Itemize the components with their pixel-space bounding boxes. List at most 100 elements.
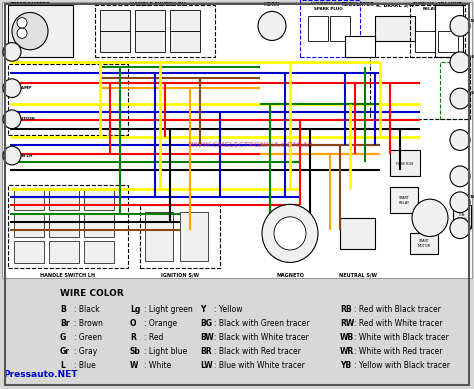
Polygon shape: [14, 189, 44, 210]
Circle shape: [274, 217, 306, 250]
Polygon shape: [340, 218, 375, 249]
Text: Lg: Lg: [130, 305, 140, 314]
Text: N: N: [427, 213, 434, 223]
Circle shape: [258, 11, 286, 40]
Text: : Orange: : Orange: [144, 319, 177, 328]
Circle shape: [450, 88, 470, 109]
Polygon shape: [345, 36, 375, 57]
Polygon shape: [453, 205, 471, 228]
Circle shape: [262, 204, 318, 263]
Text: : Gray: : Gray: [74, 347, 97, 356]
Text: : Light blue: : Light blue: [144, 347, 187, 356]
Polygon shape: [410, 233, 438, 254]
Polygon shape: [170, 31, 200, 52]
Text: : Yellow: : Yellow: [214, 305, 243, 314]
Polygon shape: [84, 189, 114, 210]
Circle shape: [12, 12, 48, 50]
Circle shape: [450, 166, 470, 187]
Text: FL. POSITION: FL. POSITION: [4, 117, 35, 121]
Text: START
RELAY: START RELAY: [399, 196, 410, 205]
Text: REGULATOR: REGULATOR: [342, 2, 374, 7]
Text: Pressauto.NET: Pressauto.NET: [3, 370, 78, 379]
Text: HEAD LAMP: HEAD LAMP: [4, 86, 31, 90]
Polygon shape: [435, 5, 463, 57]
Text: IGNITION S/W: IGNITION S/W: [161, 273, 199, 278]
Text: HORN: HORN: [264, 2, 280, 7]
Text: : Black: : Black: [74, 305, 100, 314]
Text: W: W: [130, 361, 138, 370]
Text: : Blue: : Blue: [74, 361, 96, 370]
Circle shape: [450, 218, 470, 238]
Polygon shape: [375, 16, 415, 42]
Circle shape: [17, 18, 27, 28]
Circle shape: [450, 192, 470, 213]
Text: : Green: : Green: [74, 333, 102, 342]
Polygon shape: [135, 11, 165, 31]
Text: MAGNETO: MAGNETO: [276, 273, 304, 278]
Polygon shape: [49, 189, 79, 210]
Text: IGN
SWTH: IGN SWTH: [457, 212, 467, 221]
Polygon shape: [8, 5, 73, 57]
Text: L: L: [60, 361, 65, 370]
Text: RW: RW: [340, 319, 354, 328]
Text: R. TURN RH: R. TURN RH: [455, 19, 474, 23]
Text: START
MOTOR: START MOTOR: [418, 240, 430, 248]
Text: LICENSE LAMP: LICENSE LAMP: [455, 55, 474, 59]
Polygon shape: [170, 11, 200, 31]
Text: R: R: [130, 333, 136, 342]
Text: : Light green: : Light green: [144, 305, 193, 314]
Text: Sb: Sb: [130, 347, 141, 356]
Text: : Red with Black tracer: : Red with Black tracer: [354, 305, 441, 314]
Text: : White: : White: [144, 361, 171, 370]
Polygon shape: [100, 31, 130, 52]
Text: BR: BR: [200, 347, 211, 356]
Text: R. BRAKE S/W: R. BRAKE S/W: [376, 2, 414, 7]
Text: B: B: [60, 305, 66, 314]
Text: : Red with White tracer: : Red with White tracer: [354, 319, 443, 328]
Circle shape: [3, 79, 21, 98]
Circle shape: [450, 52, 470, 73]
Text: HANDLE SWITCH LH: HANDLE SWITCH LH: [40, 273, 96, 278]
Text: Gr: Gr: [60, 347, 70, 356]
Text: SPEEDOMETER: SPEEDOMETER: [9, 2, 50, 7]
Text: TURN SIG.
RELAY: TURN SIG. RELAY: [413, 2, 437, 11]
Circle shape: [3, 42, 21, 61]
Text: IGNITION COIL
SPARK PLUG: IGNITION COIL SPARK PLUG: [311, 2, 345, 11]
Text: WR: WR: [340, 347, 354, 356]
Text: G: G: [60, 333, 66, 342]
Polygon shape: [180, 212, 208, 261]
Text: FL. TURN LH: FL. TURN LH: [4, 154, 33, 158]
Polygon shape: [84, 241, 114, 263]
Text: FUSE BOX: FUSE BOX: [396, 162, 414, 166]
Text: CDI UNIT: CDI UNIT: [437, 2, 461, 7]
Text: : Black with Green tracer: : Black with Green tracer: [214, 319, 310, 328]
Text: WIRE COLOR: WIRE COLOR: [60, 289, 124, 298]
Text: O: O: [130, 319, 137, 328]
Text: WB: WB: [340, 333, 354, 342]
Polygon shape: [390, 151, 420, 176]
Text: RB: RB: [340, 305, 352, 314]
Text: R. TURN LH: R. TURN LH: [455, 195, 474, 199]
Polygon shape: [14, 214, 44, 237]
Circle shape: [412, 199, 448, 237]
Text: : White with Black tracer: : White with Black tracer: [354, 333, 449, 342]
Text: : White with Red tracer: : White with Red tracer: [354, 347, 443, 356]
Text: HANDLE SWITCH RH: HANDLE SWITCH RH: [130, 2, 186, 7]
Circle shape: [450, 16, 470, 36]
Text: BW: BW: [200, 333, 214, 342]
Text: : Black with White tracer: : Black with White tracer: [214, 333, 309, 342]
Polygon shape: [14, 241, 44, 263]
Polygon shape: [100, 11, 130, 31]
Text: Y: Y: [200, 305, 205, 314]
Polygon shape: [49, 214, 79, 237]
Polygon shape: [2, 2, 472, 278]
Circle shape: [450, 130, 470, 151]
Text: NEUTRAL S/W: NEUTRAL S/W: [339, 273, 377, 278]
Text: : Red: : Red: [144, 333, 164, 342]
Polygon shape: [330, 16, 350, 42]
Circle shape: [3, 146, 21, 165]
Text: : Black with Red tracer: : Black with Red tracer: [214, 347, 301, 356]
Polygon shape: [390, 187, 418, 213]
Text: WWW.CMELECTRONICA.COM.AR: WWW.CMELECTRONICA.COM.AR: [187, 142, 313, 148]
Text: : Yellow with Black tracer: : Yellow with Black tracer: [354, 361, 450, 370]
